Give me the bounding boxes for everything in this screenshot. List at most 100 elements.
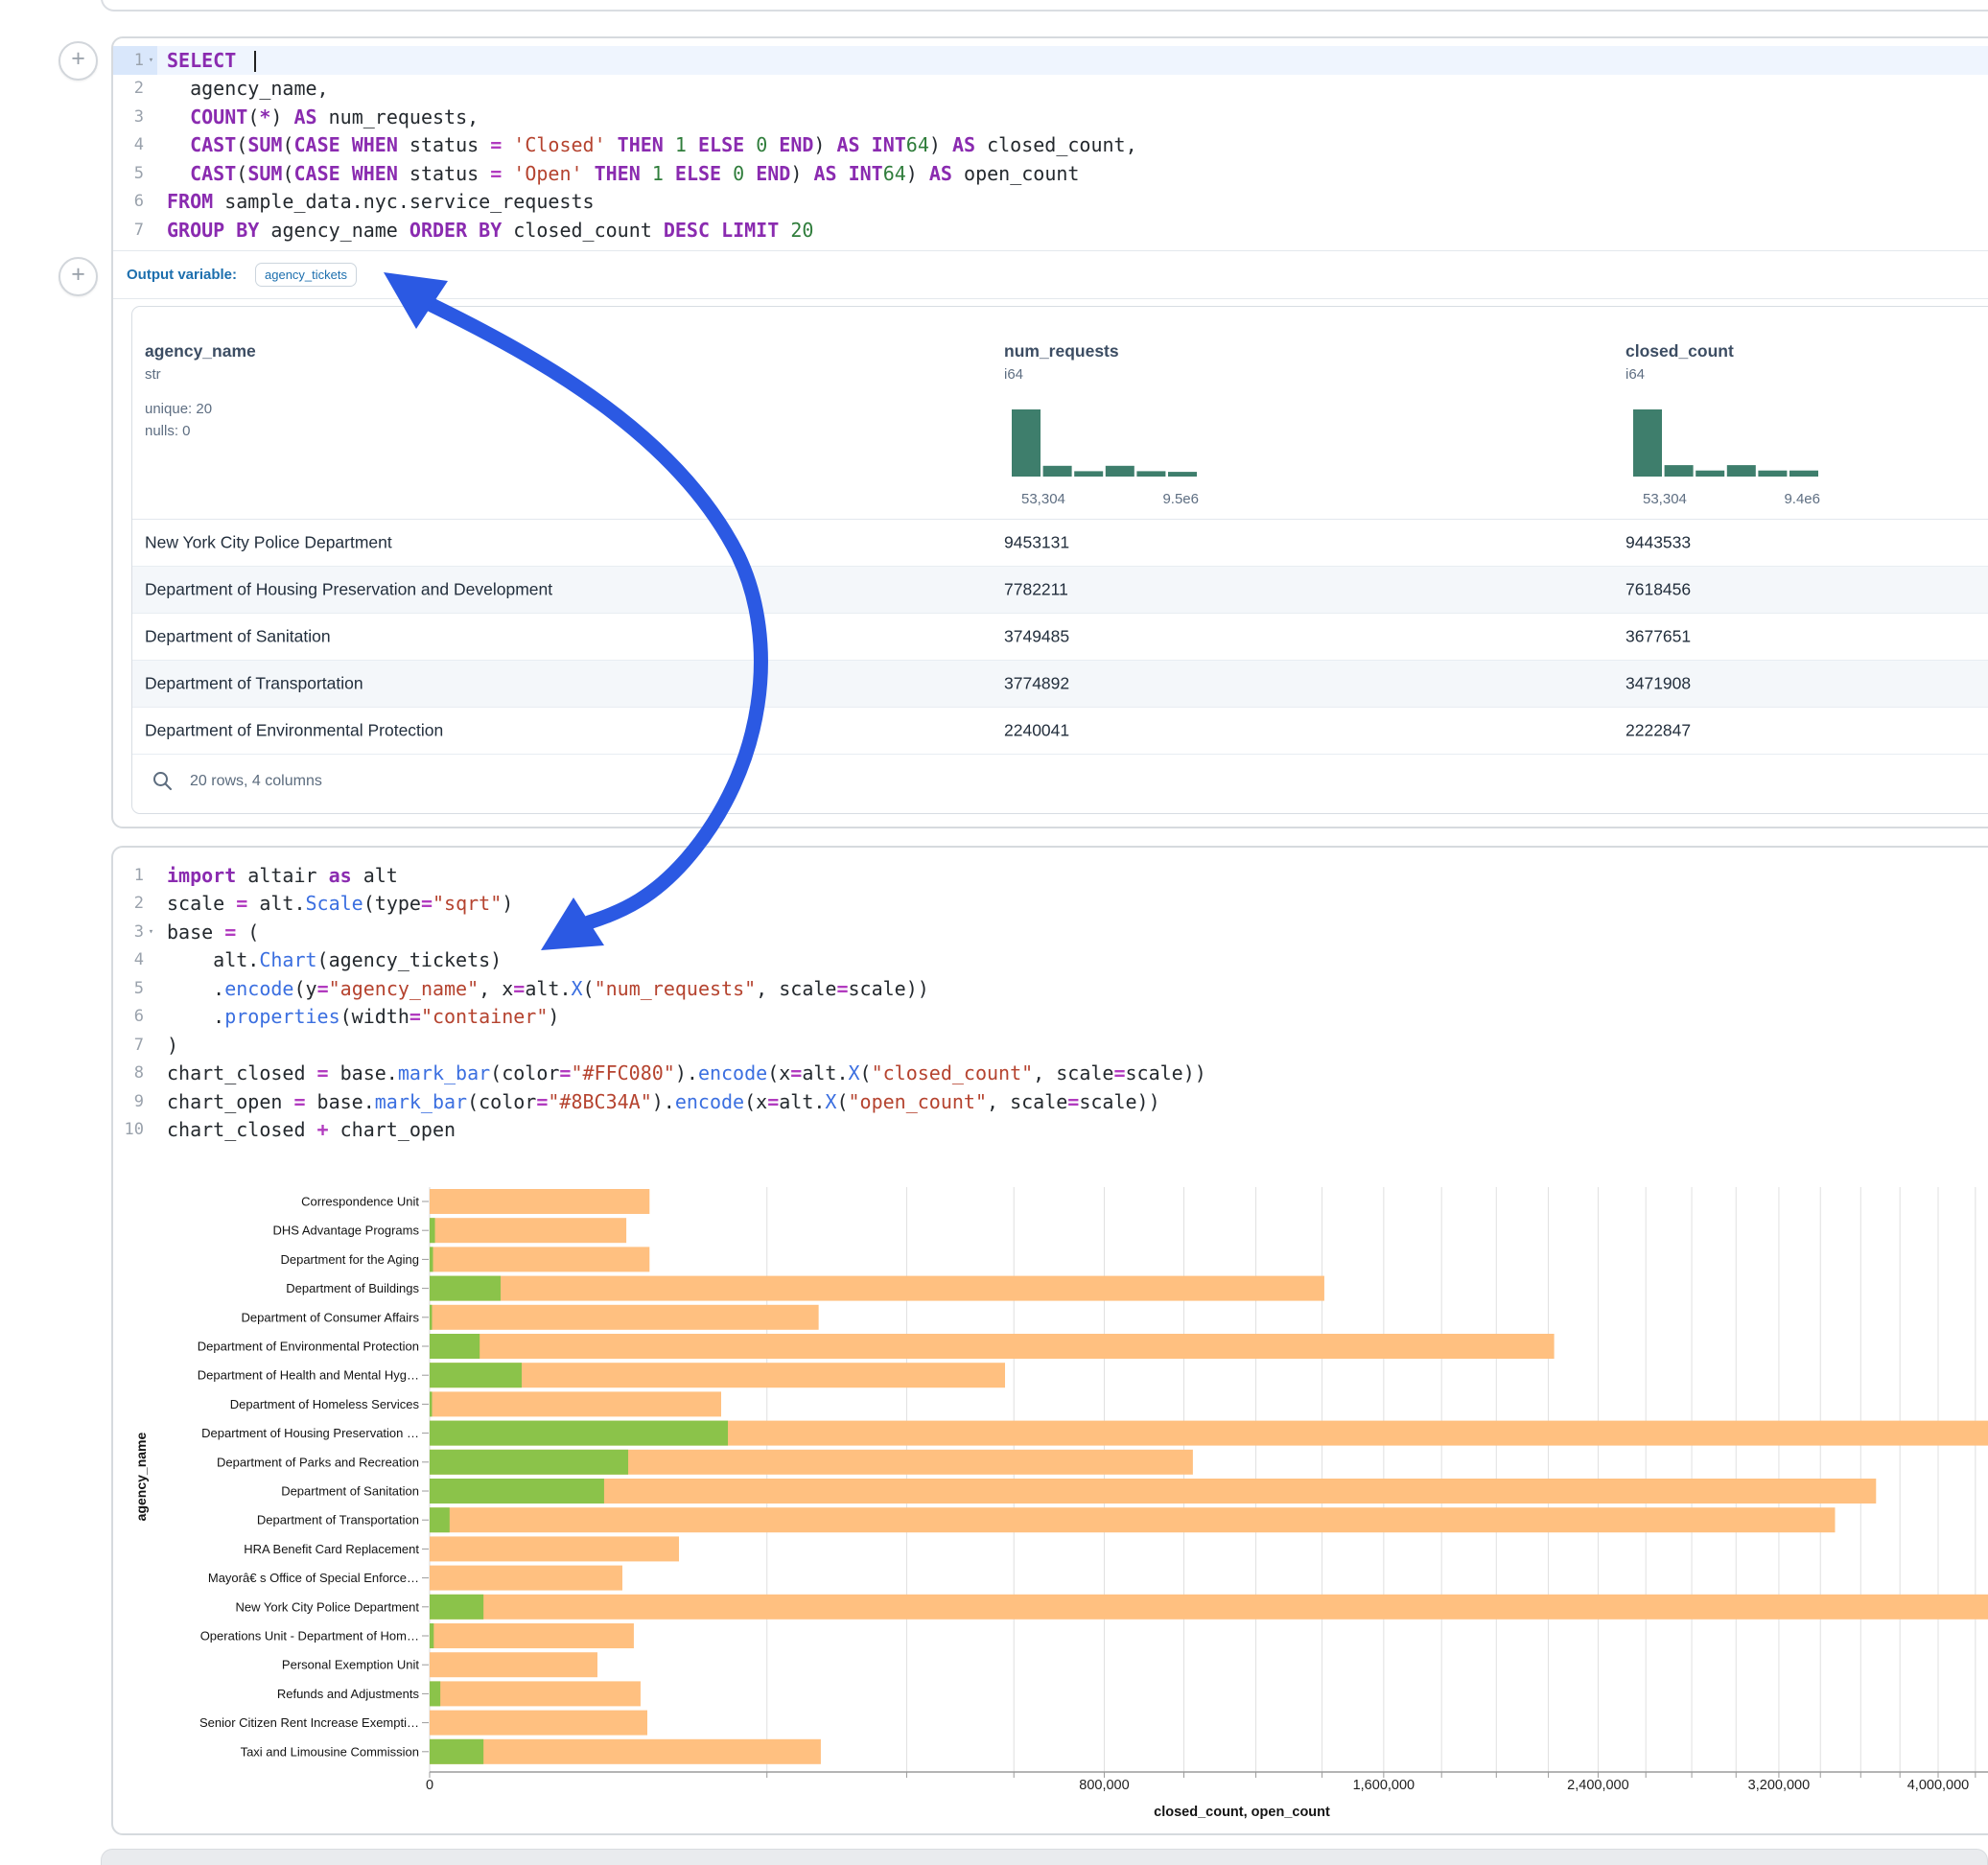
open-bar <box>430 1681 440 1706</box>
closed-bar <box>430 1391 721 1416</box>
y-axis-label: Mayorâ€ s Office of Special Enforce… <box>208 1571 419 1585</box>
code-line[interactable]: 7) <box>113 1031 1988 1060</box>
y-axis-label: Refunds and Adjustments <box>277 1687 420 1701</box>
y-axis-label: HRA Benefit Card Replacement <box>244 1542 419 1556</box>
x-tick-label: 1,600,000 <box>1353 1778 1415 1793</box>
closed-bar <box>430 1479 1876 1504</box>
line-number-gutter: 1▾ <box>113 46 157 75</box>
closed-bar <box>430 1276 1324 1301</box>
closed-bar <box>430 1218 626 1243</box>
table-body: New York City Police Department945313194… <box>132 520 1988 755</box>
y-axis-label: Department of Environmental Protection <box>198 1340 419 1354</box>
code-line[interactable]: 1import altair as alt <box>113 861 1988 890</box>
line-number-gutter: 10 <box>113 1116 157 1145</box>
open-bar <box>430 1334 479 1359</box>
search-icon[interactable] <box>152 770 174 792</box>
x-tick-label: 3,200,000 <box>1748 1778 1811 1793</box>
y-axis-title: agency_name <box>133 1432 149 1521</box>
code-line[interactable]: 8chart_closed = base.mark_bar(color="#FF… <box>113 1060 1988 1088</box>
table-row[interactable]: Department of Sanitation37494853677651 <box>132 614 1988 661</box>
column-name: closed_count <box>1625 341 1734 361</box>
column-type: i64 <box>1625 366 1734 383</box>
open-bar <box>430 1739 483 1764</box>
closed-bar <box>430 1305 819 1330</box>
closed-bar <box>430 1566 622 1591</box>
y-axis-label: Correspondence Unit <box>301 1195 419 1209</box>
y-axis-label: Department of Buildings <box>286 1281 419 1295</box>
code-line[interactable]: 7GROUP BY agency_name ORDER BY closed_co… <box>113 216 1988 245</box>
code-line[interactable]: 2 agency_name, <box>113 75 1988 104</box>
cell-closed_count: 9443533 <box>1625 532 1691 552</box>
line-number-gutter: 3▾ <box>113 918 157 946</box>
y-axis-label: Department of Consumer Affairs <box>242 1310 420 1324</box>
line-number-gutter: 4 <box>113 946 157 975</box>
x-tick-label: 2,400,000 <box>1567 1778 1629 1793</box>
column-header-num_requests[interactable]: num_requests i64 <box>1004 341 1119 383</box>
column-name: num_requests <box>1004 341 1119 361</box>
line-number-gutter: 8 <box>113 1060 157 1088</box>
x-tick-label: 4,000,000 <box>1907 1778 1970 1793</box>
cell-closed_count: 7618456 <box>1625 579 1691 599</box>
sql-code-editor[interactable]: 1▾SELECT 2 agency_name,3 COUNT(*) AS num… <box>113 46 1988 245</box>
y-axis-label: Department of Parks and Recreation <box>217 1455 419 1469</box>
code-line[interactable]: 2scale = alt.Scale(type="sqrt") <box>113 890 1988 919</box>
cell-closed_count: 3677651 <box>1625 626 1691 646</box>
open-bar <box>430 1276 501 1301</box>
add-cell-button-top[interactable]: + <box>58 41 98 81</box>
code-line[interactable]: 5 .encode(y="agency_name", x=alt.X("num_… <box>113 974 1988 1003</box>
output-variable-pill[interactable]: agency_tickets <box>255 263 357 287</box>
code-line[interactable]: 1▾SELECT <box>113 46 1988 75</box>
closed-bar <box>430 1334 1555 1359</box>
cell-num_requests: 3749485 <box>1004 626 1069 646</box>
y-axis-label: Operations Unit - Department of Hom… <box>200 1629 419 1644</box>
code-line[interactable]: 6FROM sample_data.nyc.service_requests <box>113 188 1988 217</box>
mini-histogram <box>1012 407 1199 478</box>
text-cursor <box>254 51 256 72</box>
add-cell-button-output[interactable]: + <box>58 257 98 296</box>
closed-bar <box>430 1507 1835 1532</box>
code-line[interactable]: 9chart_open = base.mark_bar(color="#8BC3… <box>113 1087 1988 1116</box>
table-row[interactable]: Department of Transportation377489234719… <box>132 661 1988 708</box>
output-variable-label: Output variable: <box>127 267 237 283</box>
closed-bar <box>430 1739 821 1764</box>
mini-histogram <box>1633 407 1820 478</box>
fold-chevron-icon[interactable]: ▾ <box>145 927 157 937</box>
cell-num_requests: 9453131 <box>1004 532 1069 552</box>
cell-num_requests: 2240041 <box>1004 720 1069 740</box>
y-axis-label: Department of Transportation <box>257 1513 419 1527</box>
open-bar <box>430 1391 432 1416</box>
previous-cell-edge <box>101 0 1988 12</box>
code-line[interactable]: 3▾base = ( <box>113 918 1988 946</box>
open-bar <box>430 1247 433 1271</box>
table-row[interactable]: Department of Housing Preservation and D… <box>132 567 1988 614</box>
open-bar <box>430 1421 728 1446</box>
result-table: agency_namestrunique: 20nulls: 0 num_requ… <box>131 306 1988 814</box>
closed-bar <box>430 1247 649 1271</box>
open-bar <box>430 1218 435 1243</box>
code-line[interactable]: 6 .properties(width="container") <box>113 1003 1988 1032</box>
python-code-editor[interactable]: 1import altair as alt2scale = alt.Scale(… <box>113 861 1988 1144</box>
cell-closed_count: 2222847 <box>1625 720 1691 740</box>
code-line[interactable]: 5 CAST(SUM(CASE WHEN status = 'Open' THE… <box>113 159 1988 188</box>
cell-num_requests: 3774892 <box>1004 673 1069 693</box>
line-number-gutter: 4 <box>113 131 157 160</box>
table-row[interactable]: Department of Environmental Protection22… <box>132 708 1988 755</box>
y-axis-label: Department of Health and Mental Hyg… <box>198 1368 419 1383</box>
fold-chevron-icon[interactable]: ▾ <box>145 56 157 65</box>
code-line[interactable]: 4 CAST(SUM(CASE WHEN status = 'Closed' T… <box>113 131 1988 160</box>
cell-closed_count: 3471908 <box>1625 673 1691 693</box>
column-header-closed_count[interactable]: closed_count i64 <box>1625 341 1734 383</box>
column-stats: unique: 20nulls: 0 <box>145 398 256 442</box>
closed-bar <box>430 1711 647 1736</box>
line-number-gutter: 2 <box>113 75 157 104</box>
column-header-agency_name[interactable]: agency_namestrunique: 20nulls: 0 <box>145 341 256 442</box>
code-line[interactable]: 3 COUNT(*) AS num_requests, <box>113 103 1988 131</box>
table-row[interactable]: New York City Police Department945313194… <box>132 520 1988 567</box>
y-axis-label: Department for the Aging <box>280 1252 419 1267</box>
line-number-gutter: 3 <box>113 103 157 131</box>
code-line[interactable]: 10chart_closed + chart_open <box>113 1116 1988 1145</box>
column-name: agency_name <box>145 341 256 361</box>
column-type: i64 <box>1004 366 1119 383</box>
open-bar <box>430 1479 604 1504</box>
code-line[interactable]: 4 alt.Chart(agency_tickets) <box>113 946 1988 975</box>
